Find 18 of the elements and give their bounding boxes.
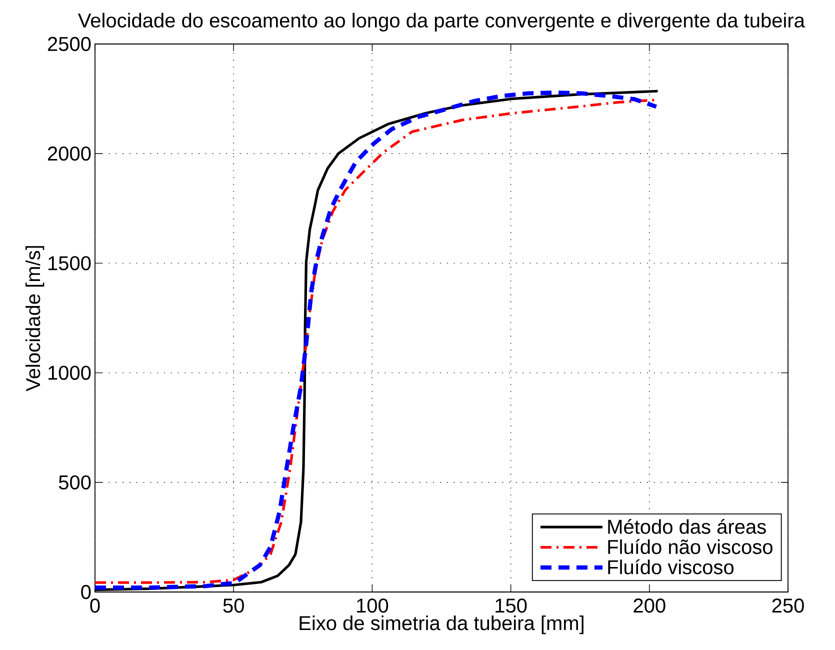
- x-tick-label: 200: [634, 598, 666, 613]
- x-tick-label: 250: [772, 598, 804, 613]
- y-tick-label: 0: [81, 584, 91, 600]
- y-tick-label: 2000: [48, 146, 91, 161]
- chart-title: Velocidade do escoamento ao longo da parte convergente e divergente da tubeira: [78, 12, 805, 32]
- x-tick-label: 0: [90, 598, 100, 613]
- y-axis-title: Velocidade [m/s]: [25, 246, 44, 392]
- legend-label: Fluído não viscoso: [608, 539, 772, 554]
- legend-label: Fluído viscoso: [608, 559, 734, 574]
- y-tick-label: 500: [58, 475, 91, 490]
- x-tick-label: 50: [223, 598, 244, 613]
- x-axis-title: Eixo de simetria da tubeira [mm]: [300, 616, 584, 634]
- y-tick-label: 1500: [48, 256, 91, 270]
- x-tick-label: 150: [496, 598, 527, 613]
- x-tick-label: 100: [357, 598, 388, 613]
- y-tick-label: 2500: [48, 36, 91, 52]
- y-tick-label: 1000: [48, 366, 91, 380]
- legend-label: Método das áreas: [608, 518, 766, 534]
